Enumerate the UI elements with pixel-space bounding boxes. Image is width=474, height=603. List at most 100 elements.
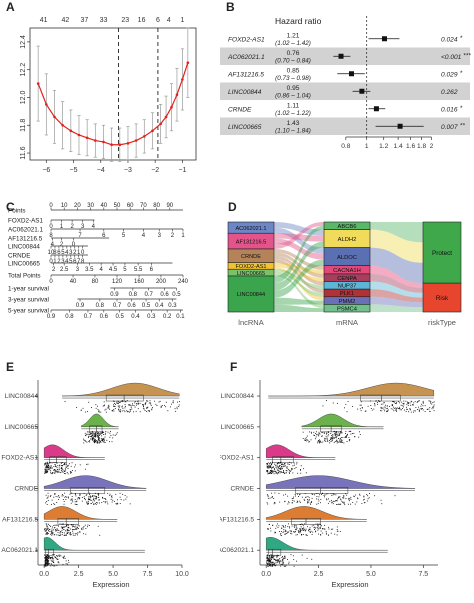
- data-point: [59, 532, 61, 534]
- x-tick-label: −2: [151, 167, 159, 174]
- data-point: [331, 502, 333, 504]
- data-point: [359, 431, 360, 433]
- data-point: [285, 529, 287, 531]
- data-point: [56, 565, 58, 567]
- data-point: [268, 561, 270, 563]
- scale-tick-label: 4: [142, 233, 146, 239]
- data-point: [106, 501, 108, 503]
- hr-value: 1.43: [287, 120, 300, 127]
- data-point: [97, 525, 99, 527]
- data-point: [314, 529, 316, 530]
- data-point: [57, 558, 59, 560]
- data-point: [121, 410, 123, 412]
- data-point: [338, 438, 340, 439]
- x-tick-label: −4: [97, 167, 105, 174]
- data-point: [134, 401, 136, 402]
- scale-tick-label: 0.1: [176, 314, 185, 320]
- data-point: [274, 470, 276, 472]
- data-point: [411, 404, 413, 406]
- data-point: [74, 501, 76, 503]
- data-point: [267, 558, 269, 560]
- scale-tick-label: 70: [140, 203, 147, 209]
- data-point: [292, 468, 294, 470]
- scale-tick-label: 5: [123, 267, 127, 273]
- flow-band: [370, 229, 423, 263]
- data-point: [270, 562, 271, 564]
- data-point: [286, 466, 288, 468]
- data-point: [266, 561, 268, 563]
- data-point: [270, 559, 272, 561]
- data-point: [317, 439, 319, 441]
- data-point: [49, 564, 51, 566]
- data-point: [113, 400, 114, 402]
- scale-tick-label: 80: [153, 203, 160, 209]
- gene-label: LINC00844: [228, 89, 262, 96]
- data-point: [287, 466, 289, 468]
- data-point: [96, 497, 97, 499]
- data-point: [309, 431, 311, 433]
- data-point: [300, 469, 301, 471]
- data-point: [380, 406, 382, 408]
- data-point: [70, 528, 72, 530]
- data-point: [363, 502, 365, 504]
- data-point: [87, 526, 88, 528]
- data-point: [280, 563, 282, 565]
- data-point: [72, 526, 73, 528]
- data-point: [149, 400, 151, 402]
- data-point: [85, 533, 87, 535]
- data-point: [129, 409, 131, 411]
- data-point: [272, 467, 273, 469]
- data-point: [275, 473, 277, 474]
- data-point: [102, 438, 104, 440]
- data-point: [317, 502, 319, 504]
- data-point: [418, 400, 419, 402]
- data-point: [55, 470, 57, 472]
- data-point: [266, 558, 268, 560]
- data-point: [46, 562, 48, 564]
- data-point: [345, 497, 347, 499]
- data-point: [268, 473, 270, 475]
- data-point: [100, 441, 101, 443]
- data-point: [335, 500, 337, 502]
- data-point: [44, 559, 46, 561]
- data-point: [74, 534, 76, 536]
- data-point: [63, 523, 65, 525]
- data-point: [139, 403, 141, 404]
- data-point: [67, 527, 69, 528]
- data-point: [47, 564, 48, 566]
- data-point: [397, 408, 399, 409]
- data-point: [322, 528, 324, 530]
- data-point: [284, 472, 286, 474]
- data-point: [116, 401, 118, 403]
- data-point: [357, 498, 359, 500]
- data-point: [57, 465, 59, 467]
- data-point: [335, 494, 337, 496]
- data-point: [291, 469, 293, 470]
- data-point: [117, 502, 119, 504]
- data-point: [47, 495, 49, 497]
- data-point: [48, 465, 50, 466]
- gene-label: FOXD2-AS1: [228, 37, 265, 44]
- cv-mean-point: [186, 61, 190, 65]
- data-point: [397, 400, 399, 402]
- data-point: [111, 441, 113, 443]
- data-point: [104, 434, 106, 435]
- data-point: [304, 493, 306, 495]
- data-point: [70, 499, 72, 501]
- data-point: [348, 497, 350, 499]
- data-point: [313, 431, 315, 433]
- data-point: [361, 503, 363, 505]
- density-cloud: [265, 444, 336, 458]
- data-point: [64, 526, 65, 528]
- scale-tick-label: 0.8: [129, 292, 138, 298]
- data-point: [277, 555, 279, 557]
- data-point: [366, 494, 368, 496]
- data-point: [275, 466, 277, 468]
- density-cloud: [268, 382, 435, 397]
- data-point: [311, 501, 312, 503]
- data-point: [316, 434, 317, 436]
- scale-label: FOXD2-AS1: [8, 218, 43, 225]
- data-point: [93, 499, 94, 500]
- data-point: [373, 408, 375, 410]
- data-point: [82, 528, 84, 530]
